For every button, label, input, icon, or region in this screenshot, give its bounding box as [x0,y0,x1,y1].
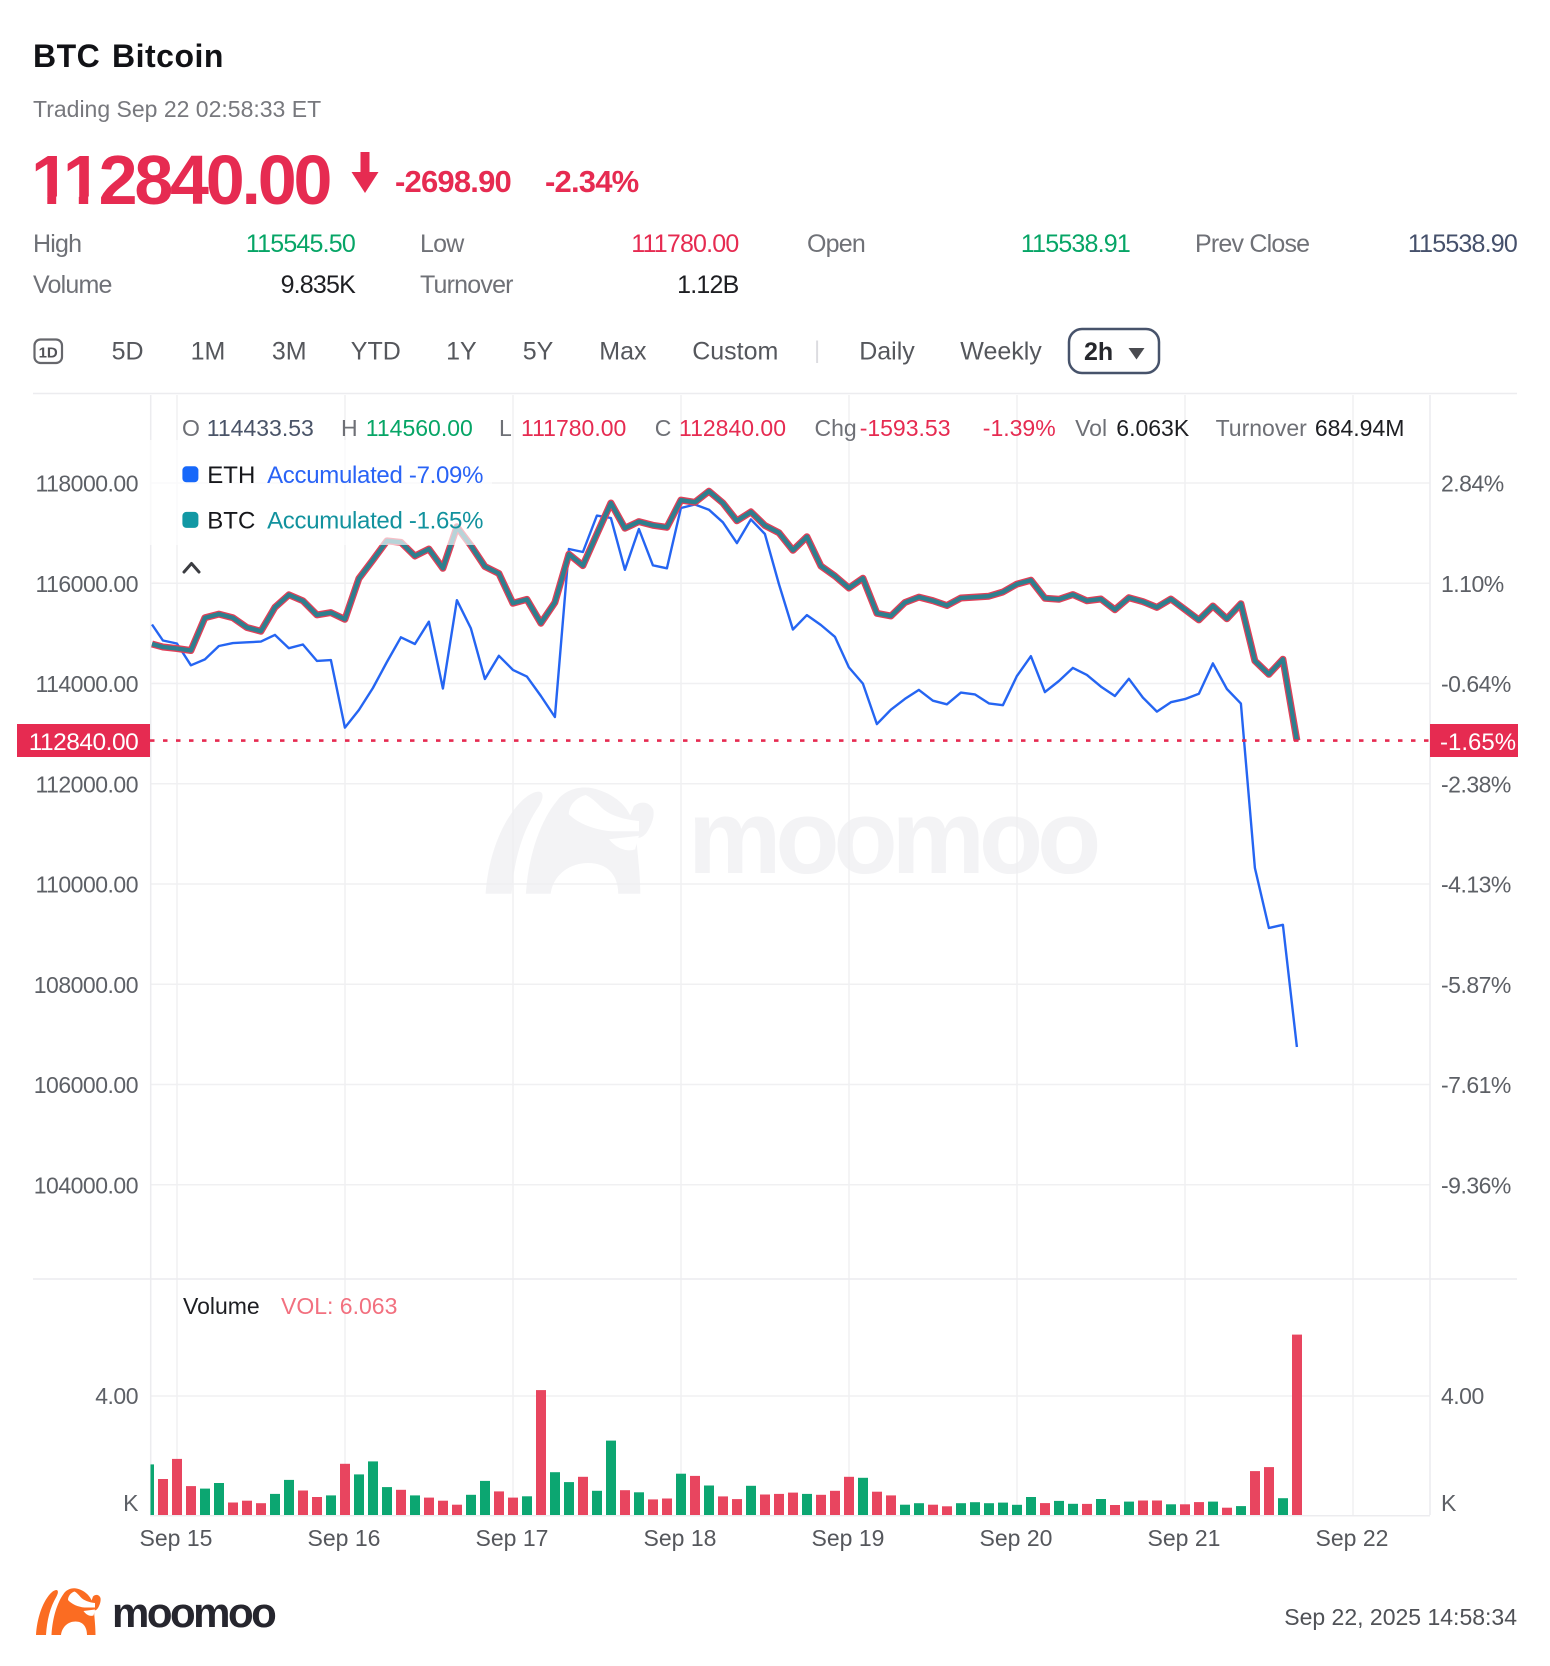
svg-text:-4.13%: -4.13% [1441,872,1511,898]
svg-text:110000.00: 110000.00 [35,872,138,898]
svg-text:104000.00: 104000.00 [34,1172,138,1198]
svg-text:6.063K: 6.063K [1116,415,1190,441]
svg-text:1Y: 1Y [446,338,477,366]
svg-text:Bitcoin: Bitcoin [112,38,224,74]
svg-text:L: L [499,415,512,441]
svg-text:Vol: Vol [1075,415,1107,441]
svg-text:-9.36%: -9.36% [1441,1172,1511,1198]
svg-text:-1.39%: -1.39% [983,415,1056,441]
svg-text:115538.91: 115538.91 [1021,230,1130,258]
svg-text:Sep 16: Sep 16 [308,1525,381,1551]
svg-text:moomoo: moomoo [688,779,1098,896]
svg-text:-5.87%: -5.87% [1441,972,1511,998]
svg-text:Custom: Custom [692,338,778,366]
svg-text:Max: Max [599,338,647,366]
svg-text:112840.00: 112840.00 [31,141,331,219]
svg-text:|: | [814,337,820,364]
svg-text:Sep 22: Sep 22 [1316,1525,1389,1551]
svg-text:-1.65%: -1.65% [1440,729,1516,756]
svg-text:1.12B: 1.12B [677,271,738,299]
svg-text:Sep 20: Sep 20 [980,1525,1053,1551]
svg-text:Low: Low [420,230,465,258]
svg-text:Sep 17: Sep 17 [476,1525,549,1551]
svg-text:5D: 5D [112,338,144,366]
svg-text:111780.00: 111780.00 [521,415,626,441]
svg-text:5Y: 5Y [523,338,554,366]
svg-text:-0.64%: -0.64% [1441,671,1511,697]
svg-text:-1593.53: -1593.53 [860,415,951,441]
svg-text:Trading Sep 22 02:58:33 ET: Trading Sep 22 02:58:33 ET [33,96,321,122]
svg-text:Volume: Volume [183,1293,260,1319]
svg-text:Accumulated -7.09%: Accumulated -7.09% [267,462,483,489]
svg-text:1.10%: 1.10% [1441,571,1504,597]
svg-text:2h: 2h [1084,338,1113,366]
svg-text:1D: 1D [39,345,58,362]
svg-text:YTD: YTD [351,338,401,366]
svg-text:112840.00: 112840.00 [29,729,139,756]
svg-text:106000.00: 106000.00 [34,1072,138,1098]
svg-text:BTC: BTC [207,507,255,534]
svg-text:114000.00: 114000.00 [35,671,138,697]
svg-text:Chg: Chg [815,415,857,441]
svg-text:K: K [1441,1490,1457,1516]
svg-text:Volume: Volume [33,271,112,299]
svg-text:112840.00: 112840.00 [679,415,786,441]
svg-text:4.00: 4.00 [95,1383,138,1409]
svg-text:112000.00: 112000.00 [35,771,138,797]
svg-text:K: K [123,1490,139,1516]
svg-text:moomoo: moomoo [112,1589,276,1636]
svg-text:H: H [341,415,358,441]
svg-text:684.94M: 684.94M [1315,415,1405,441]
svg-text:111780.00: 111780.00 [631,230,738,258]
svg-text:Weekly: Weekly [960,338,1042,366]
svg-text:Sep 15: Sep 15 [140,1525,213,1551]
svg-text:O: O [182,415,200,441]
svg-text:VOL: 6.063: VOL: 6.063 [281,1293,397,1319]
svg-text:ETH: ETH [207,462,255,489]
svg-text:114433.53: 114433.53 [207,415,314,441]
svg-text:114560.00: 114560.00 [366,415,473,441]
svg-text:Sep 22, 2025 14:58:34: Sep 22, 2025 14:58:34 [1284,1604,1517,1630]
svg-text:118000.00: 118000.00 [35,471,138,497]
svg-text:115545.50: 115545.50 [246,230,355,258]
svg-text:Turnover: Turnover [1216,415,1308,441]
svg-text:9.835K: 9.835K [281,271,357,299]
svg-text:1M: 1M [191,338,226,366]
svg-text:3M: 3M [272,338,307,366]
svg-text:Daily: Daily [859,338,915,366]
svg-text:High: High [33,230,81,258]
svg-text:Sep 18: Sep 18 [644,1525,717,1551]
svg-text:Sep 19: Sep 19 [812,1525,885,1551]
svg-text:-2698.90: -2698.90 [395,164,511,199]
svg-text:115538.90: 115538.90 [1408,230,1517,258]
svg-text:Turnover: Turnover [420,271,513,299]
svg-text:Open: Open [807,230,865,258]
svg-text:108000.00: 108000.00 [34,972,138,998]
svg-text:116000.00: 116000.00 [35,571,138,597]
svg-text:Sep 21: Sep 21 [1148,1525,1221,1551]
svg-text:4.00: 4.00 [1441,1383,1484,1409]
svg-text:C: C [655,415,672,441]
svg-text:2.84%: 2.84% [1441,471,1504,497]
svg-text:-2.38%: -2.38% [1441,771,1511,797]
svg-text:-7.61%: -7.61% [1441,1072,1511,1098]
svg-text:BTC: BTC [33,38,100,74]
svg-text:Prev Close: Prev Close [1195,230,1309,258]
svg-text:Accumulated -1.65%: Accumulated -1.65% [267,507,483,534]
svg-text:-2.34%: -2.34% [545,164,639,199]
